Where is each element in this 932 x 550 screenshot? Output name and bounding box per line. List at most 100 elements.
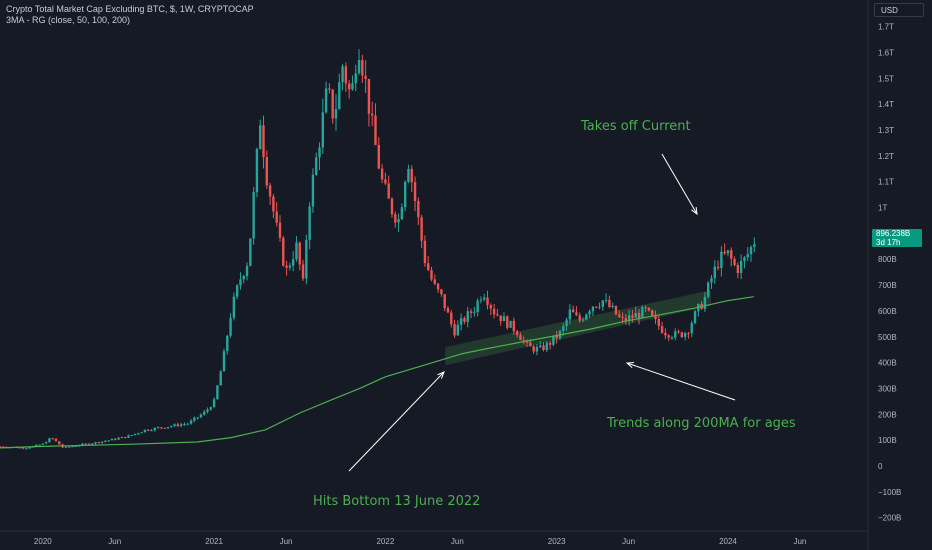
y-tick-label: 600B bbox=[878, 307, 897, 316]
candle-body bbox=[173, 424, 176, 427]
candle-body bbox=[74, 445, 77, 447]
candle-body bbox=[397, 219, 400, 223]
candle-body bbox=[275, 211, 278, 223]
candle-body bbox=[703, 296, 707, 310]
candle-body bbox=[476, 300, 479, 313]
candle-body bbox=[249, 238, 252, 266]
candle-body bbox=[644, 307, 647, 309]
candle-body bbox=[51, 438, 54, 440]
candle-body bbox=[58, 441, 61, 445]
candle-body bbox=[499, 315, 502, 322]
candle-body bbox=[713, 266, 716, 279]
candle-body bbox=[585, 314, 588, 320]
candle-body bbox=[367, 78, 371, 114]
x-tick-label: Jun bbox=[793, 537, 806, 546]
candle-body bbox=[690, 323, 693, 334]
candle-body bbox=[746, 254, 749, 258]
candle-body bbox=[153, 427, 157, 431]
x-tick-label: 2021 bbox=[205, 537, 223, 546]
candle-body bbox=[133, 433, 137, 436]
candle-body bbox=[156, 427, 160, 429]
y-tick-label: 1.7T bbox=[878, 23, 894, 32]
candle-body bbox=[390, 198, 394, 215]
channel-highlight bbox=[445, 290, 711, 366]
candle-body bbox=[443, 294, 446, 309]
candle-body bbox=[107, 440, 110, 442]
candle-body bbox=[308, 206, 311, 240]
last-price-value: 896.238B bbox=[876, 229, 911, 238]
candle-body bbox=[410, 168, 413, 183]
candle-body bbox=[117, 437, 120, 440]
candle-body bbox=[209, 407, 213, 410]
candle-body bbox=[123, 436, 127, 438]
y-tick-label: 300B bbox=[878, 384, 897, 393]
candle-body bbox=[420, 217, 423, 241]
x-tick-label: 2023 bbox=[548, 537, 566, 546]
candle-body bbox=[542, 345, 545, 350]
candle-body bbox=[598, 306, 601, 308]
candle-body bbox=[614, 305, 618, 315]
y-tick-label: −100B bbox=[878, 488, 901, 497]
candle-body bbox=[351, 83, 354, 90]
candle-body bbox=[394, 214, 397, 223]
x-tick-label: 2022 bbox=[376, 537, 394, 546]
candle-body bbox=[255, 149, 259, 193]
candle-body bbox=[515, 331, 519, 336]
annotation-trends: Trends along 200MA for ages bbox=[607, 416, 796, 431]
candle-body bbox=[35, 444, 38, 446]
candle-body bbox=[278, 222, 282, 238]
y-tick-label: 800B bbox=[878, 255, 897, 264]
candle-body bbox=[282, 237, 285, 266]
candle-body bbox=[651, 310, 654, 316]
candle-body bbox=[54, 438, 58, 442]
candle-body bbox=[730, 250, 733, 259]
candle-body bbox=[647, 307, 651, 311]
candle-body bbox=[384, 179, 387, 184]
y-tick-label: 100B bbox=[878, 436, 897, 445]
candle-body bbox=[641, 307, 644, 319]
candle-body bbox=[199, 414, 203, 418]
x-tick-label: Jun bbox=[622, 537, 635, 546]
candle-body bbox=[529, 342, 532, 347]
candle-body bbox=[716, 266, 720, 269]
candle-body bbox=[67, 446, 71, 448]
candle-body bbox=[591, 306, 595, 312]
currency-button[interactable]: USD bbox=[874, 3, 924, 17]
candle-body bbox=[631, 315, 634, 318]
candle-body bbox=[130, 435, 133, 437]
candle-body bbox=[492, 308, 496, 315]
x-tick-label: 2024 bbox=[719, 537, 737, 546]
candle-body bbox=[91, 443, 94, 445]
candle-body bbox=[206, 409, 209, 412]
candle-body bbox=[232, 296, 236, 318]
candle-body bbox=[38, 444, 41, 446]
candle-body bbox=[601, 300, 604, 307]
candle-body bbox=[361, 60, 364, 76]
candle-body bbox=[486, 297, 489, 306]
candle-body bbox=[552, 335, 555, 345]
candle-body bbox=[311, 174, 315, 207]
candle-body bbox=[670, 337, 674, 339]
candle-body bbox=[104, 440, 107, 442]
candle-body bbox=[137, 433, 140, 435]
candle-body bbox=[525, 340, 529, 343]
candle-body bbox=[354, 73, 357, 84]
candle-body bbox=[212, 399, 216, 408]
candle-body bbox=[496, 314, 499, 316]
candle-body bbox=[489, 305, 493, 309]
candle-body bbox=[203, 411, 206, 415]
y-tick-label: 1.4T bbox=[878, 100, 894, 109]
candle-body bbox=[450, 312, 453, 325]
candle-body bbox=[64, 446, 68, 448]
arrow-icon bbox=[626, 362, 736, 401]
candle-body bbox=[608, 299, 611, 308]
candle-body bbox=[298, 242, 301, 265]
channel-band bbox=[445, 290, 711, 366]
candle-body bbox=[114, 438, 117, 440]
candle-body bbox=[522, 340, 525, 342]
candle-body bbox=[519, 335, 522, 341]
candle-body bbox=[512, 320, 516, 332]
candle-body bbox=[539, 345, 542, 347]
candle-body bbox=[239, 279, 242, 286]
